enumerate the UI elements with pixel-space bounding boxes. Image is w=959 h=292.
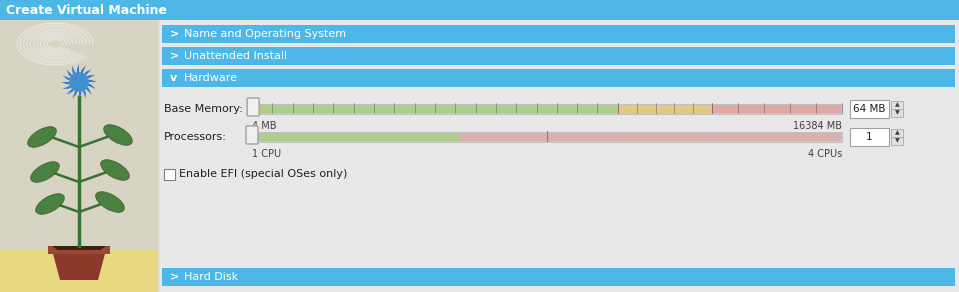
Polygon shape bbox=[52, 250, 106, 280]
Bar bbox=[162, 268, 955, 286]
Polygon shape bbox=[66, 69, 79, 82]
Text: ▲: ▲ bbox=[895, 130, 900, 135]
Bar bbox=[162, 25, 955, 43]
Text: >: > bbox=[170, 29, 179, 39]
Polygon shape bbox=[79, 82, 92, 95]
Bar bbox=[0, 20, 158, 292]
Bar bbox=[850, 128, 889, 146]
Polygon shape bbox=[79, 75, 96, 82]
Bar bbox=[252, 104, 842, 114]
Ellipse shape bbox=[35, 194, 64, 214]
Polygon shape bbox=[72, 65, 79, 82]
Text: ▼: ▼ bbox=[895, 138, 900, 143]
Bar bbox=[618, 105, 713, 113]
Bar bbox=[891, 137, 903, 145]
Polygon shape bbox=[66, 82, 79, 95]
Polygon shape bbox=[52, 246, 106, 250]
Polygon shape bbox=[79, 80, 97, 82]
Text: Name and Operating System: Name and Operating System bbox=[184, 29, 346, 39]
Polygon shape bbox=[61, 82, 79, 84]
Text: 1: 1 bbox=[866, 132, 873, 142]
Bar bbox=[48, 246, 110, 254]
Bar bbox=[253, 133, 458, 141]
Bar bbox=[252, 132, 842, 142]
Ellipse shape bbox=[96, 192, 125, 212]
Ellipse shape bbox=[101, 160, 129, 180]
Bar bbox=[713, 105, 841, 113]
Text: Base Memory:: Base Memory: bbox=[164, 104, 243, 114]
Bar bbox=[891, 129, 903, 137]
Text: Create Virtual Machine: Create Virtual Machine bbox=[6, 4, 167, 17]
Polygon shape bbox=[79, 69, 92, 82]
Text: Hardware: Hardware bbox=[184, 73, 238, 83]
Polygon shape bbox=[79, 82, 82, 100]
Ellipse shape bbox=[31, 162, 59, 182]
Polygon shape bbox=[62, 82, 79, 89]
Text: 1 CPU: 1 CPU bbox=[252, 149, 281, 159]
Text: 4 MB: 4 MB bbox=[252, 121, 276, 131]
Bar bbox=[0, 250, 158, 292]
Text: Enable EFI (special OSes only): Enable EFI (special OSes only) bbox=[179, 169, 347, 179]
FancyBboxPatch shape bbox=[246, 126, 258, 144]
Polygon shape bbox=[79, 82, 86, 99]
Bar bbox=[162, 47, 955, 65]
Polygon shape bbox=[79, 82, 96, 89]
Bar bbox=[458, 133, 841, 141]
Text: 16384 MB: 16384 MB bbox=[793, 121, 842, 131]
Bar bbox=[162, 69, 955, 87]
Bar bbox=[891, 101, 903, 109]
Text: >: > bbox=[170, 272, 179, 282]
Polygon shape bbox=[62, 75, 79, 82]
Text: ▲: ▲ bbox=[895, 102, 900, 107]
Bar bbox=[850, 100, 889, 118]
Text: Processors:: Processors: bbox=[164, 132, 227, 142]
Ellipse shape bbox=[104, 125, 132, 145]
Bar bbox=[160, 20, 959, 292]
Bar bbox=[0, 0, 959, 20]
Polygon shape bbox=[79, 65, 86, 82]
Text: 64 MB: 64 MB bbox=[854, 104, 886, 114]
Bar bbox=[891, 109, 903, 117]
Circle shape bbox=[69, 72, 89, 92]
Polygon shape bbox=[77, 64, 79, 82]
Polygon shape bbox=[72, 82, 79, 99]
Text: Hard Disk: Hard Disk bbox=[184, 272, 238, 282]
Text: Unattended Install: Unattended Install bbox=[184, 51, 287, 61]
Ellipse shape bbox=[28, 127, 57, 147]
FancyBboxPatch shape bbox=[247, 98, 259, 116]
Bar bbox=[253, 105, 618, 113]
Bar bbox=[164, 169, 175, 180]
Text: v: v bbox=[170, 73, 177, 83]
Text: 4 CPUs: 4 CPUs bbox=[807, 149, 842, 159]
Text: ▼: ▼ bbox=[895, 110, 900, 115]
Text: >: > bbox=[170, 51, 179, 61]
